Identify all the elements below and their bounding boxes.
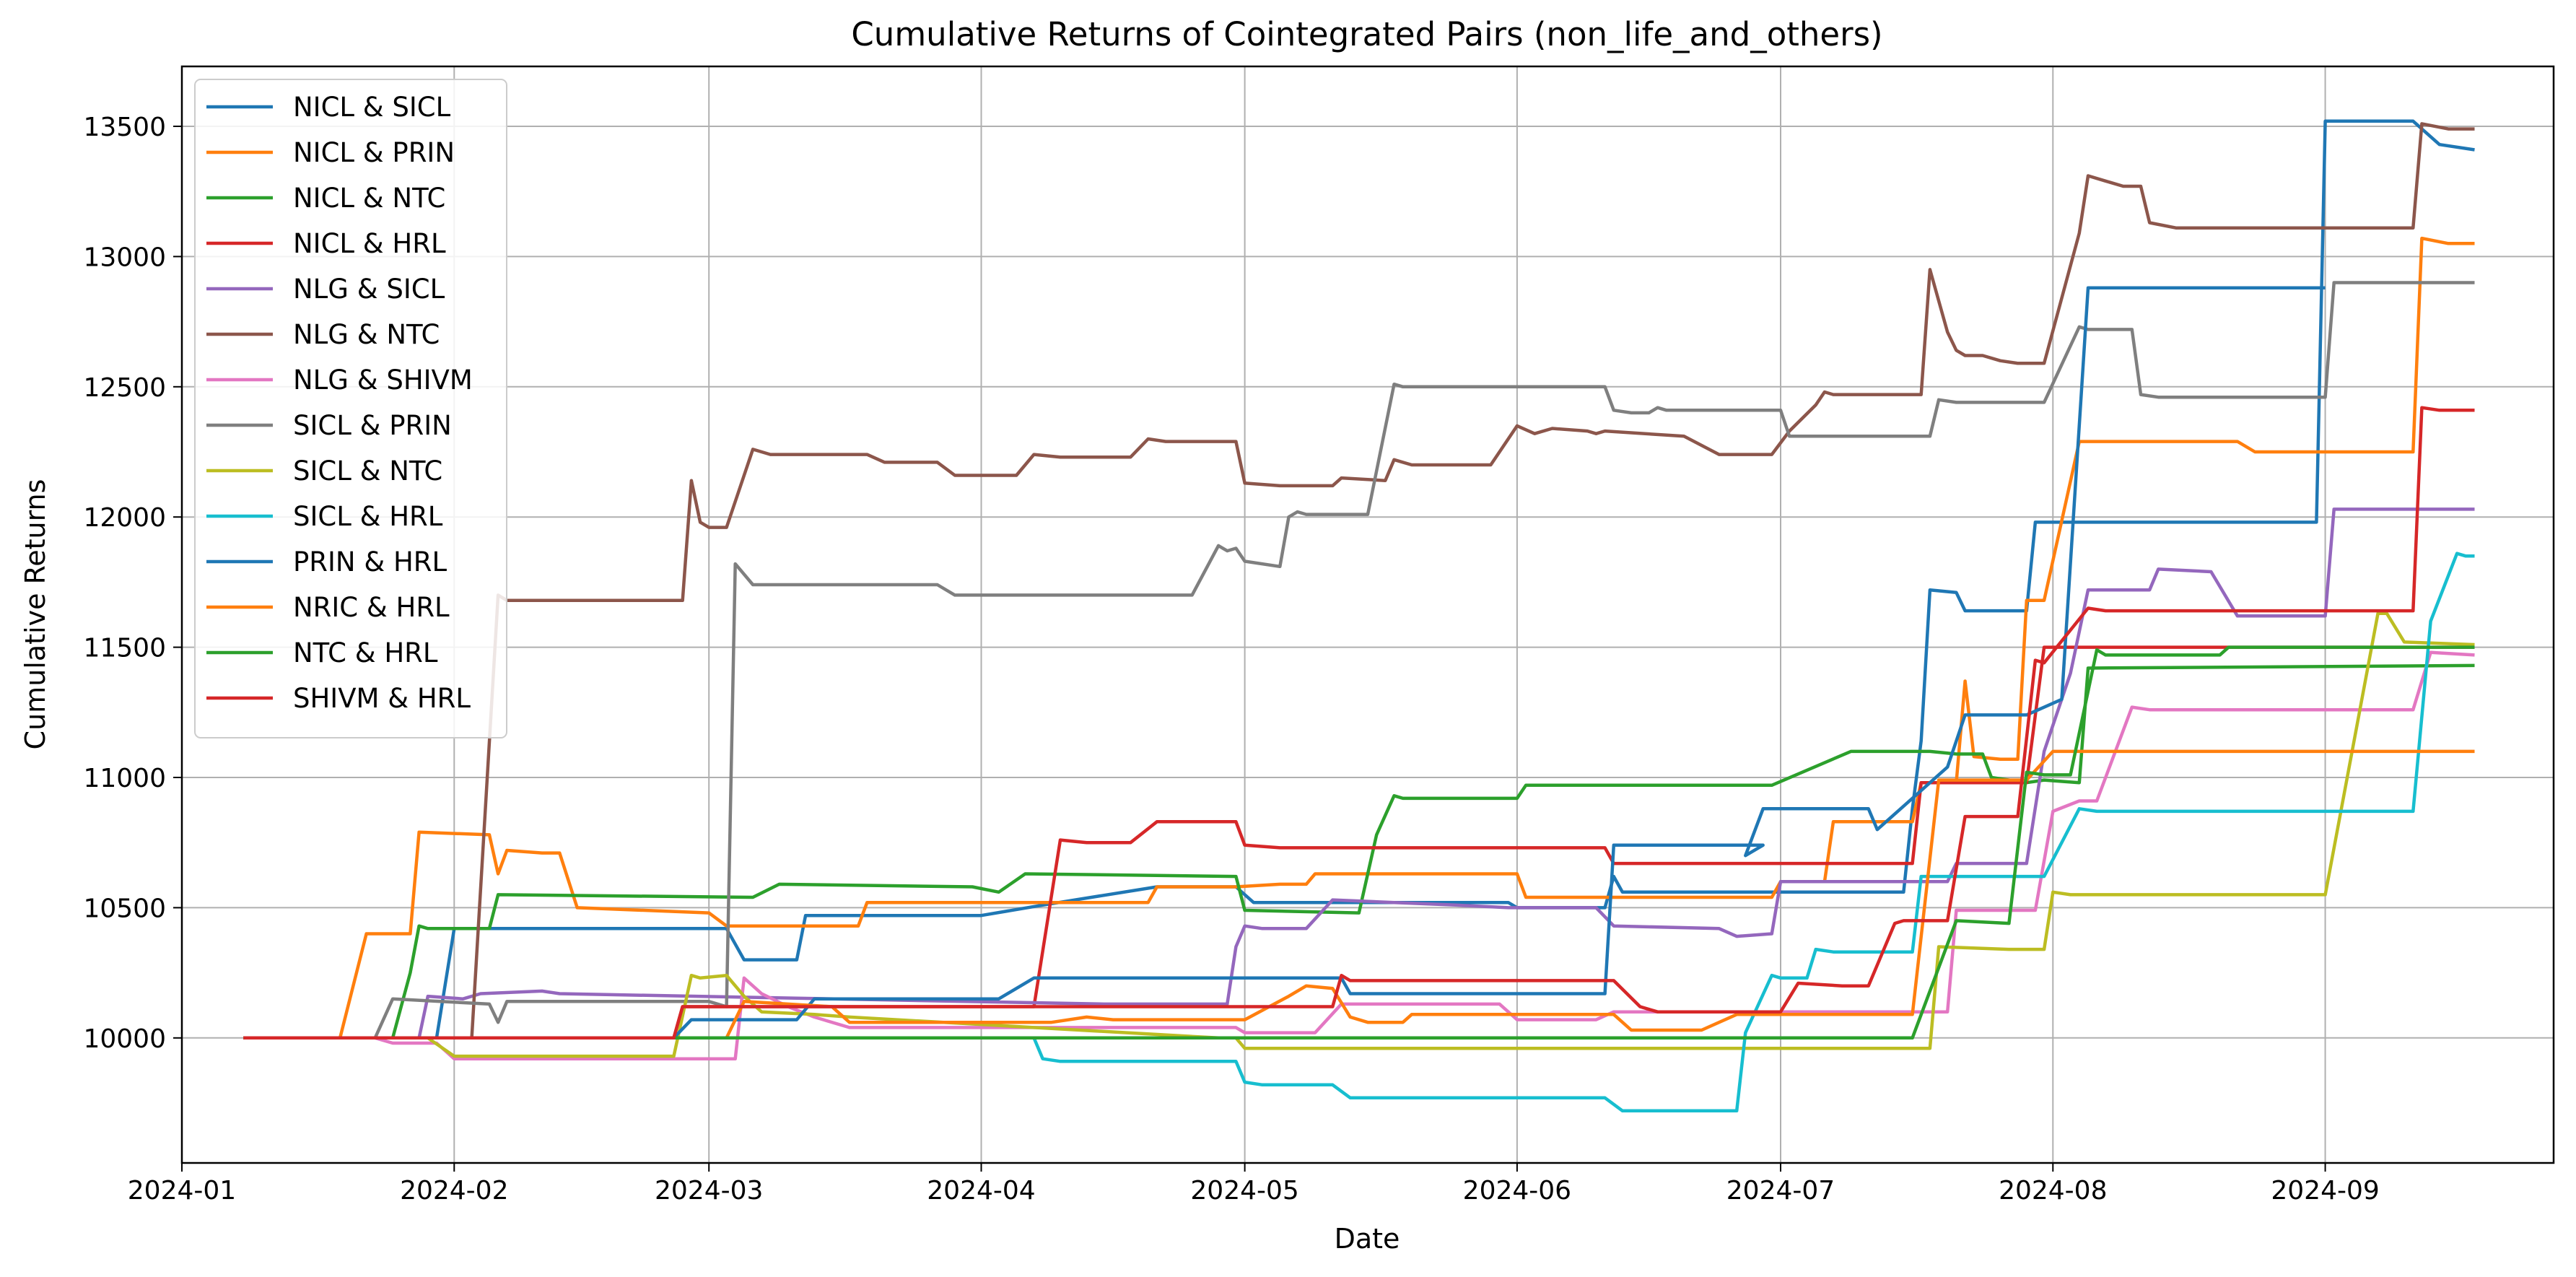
axis-ticks: 2024-01 2024-02 2024-03 2024-04 2024-05 2024-… [83,113,2379,1206]
x-tick-label: 2024-03 [655,1176,763,1206]
y-tick-label: 11000 [83,764,166,793]
legend-label-nlg-sicl: NLG & SICL [293,274,445,305]
series-line-nric-hrl [243,749,2475,1040]
series-line-nicl-ntc [243,663,2475,1040]
x-tick-label: 2024-09 [2271,1176,2379,1206]
legend-label-nric-hrl: NRIC & HRL [293,592,450,623]
legend-label-nicl-sicl: NICL & SICL [293,92,451,123]
legend-label-prin-hrl: PRIN & HRL [293,546,447,578]
plot-frame [180,65,2555,1164]
x-tick-label: 2024-04 [927,1176,1035,1206]
legend-label-nicl-hrl: NICL & HRL [293,228,446,259]
y-axis-label: Cumulative Returns [19,479,51,750]
legend-label-nlg-ntc: NLG & NTC [293,319,440,350]
series-line-nicl-prin [243,236,2475,1040]
x-tick-label: 2024-02 [400,1176,508,1206]
x-tick-label: 2024-07 [1726,1176,1835,1206]
legend-label-nicl-prin: NICL & PRIN [293,137,455,168]
y-tick-label: 11500 [83,634,166,663]
series-line-nlg-ntc [243,122,2475,1040]
legend-label-nlg-shivm: NLG & SHIVM [293,365,473,396]
series-line-shivm-hrl [243,406,2475,1040]
series-line-sicl-hrl [243,552,2475,1113]
x-axis-label: Date [1335,1223,1400,1255]
x-tick-label: 2024-01 [128,1176,236,1206]
y-tick-label: 10500 [83,894,166,923]
x-tick-label: 2024-06 [1463,1176,1571,1206]
legend: NICL & SICL NICL & PRIN NICL & NTC NICL & H… [194,79,507,738]
series-line-nicl-sicl [243,119,2475,1040]
series-line-ntc-hrl [243,645,2475,1040]
plot-series [243,119,2475,1113]
legend-label-shivm-hrl: SHIVM & HRL [293,683,471,714]
chart-title: Cumulative Returns of Cointegrated Pairs… [851,15,1882,53]
series-line-nlg-shivm [243,650,2475,1060]
x-tick-label: 2024-08 [1999,1176,2107,1206]
y-tick-label: 13000 [83,243,166,272]
y-tick-label: 12500 [83,373,166,403]
legend-label-sicl-hrl: SICL & HRL [293,501,443,532]
y-tick-label: 12000 [83,503,166,533]
x-tick-label: 2024-05 [1190,1176,1298,1206]
y-tick-label: 13500 [83,113,166,142]
legend-label-sicl-ntc: SICL & NTC [293,456,442,487]
legend-label-sicl-prin: SICL & PRIN [293,410,452,441]
legend-label-ntc-hrl: NTC & HRL [293,637,438,668]
legend-label-nicl-ntc: NICL & NTC [293,183,445,214]
series-line-sicl-prin [243,281,2475,1040]
y-tick-label: 10000 [83,1024,166,1054]
series-line-nlg-sicl [243,507,2475,1040]
